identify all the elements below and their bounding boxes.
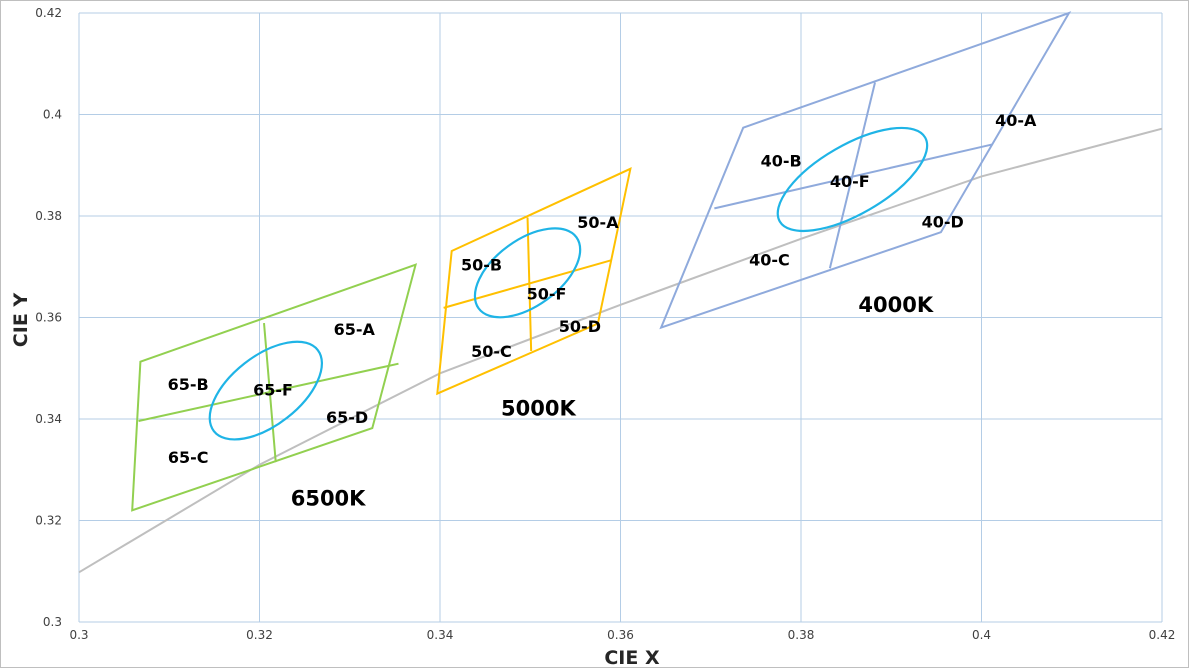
bin-label: 65-A — [334, 320, 376, 339]
bin-label: 40-F — [830, 172, 870, 191]
x-tick-label: 0.34 — [427, 628, 454, 642]
y-tick-label: 0.36 — [35, 311, 62, 325]
axes: 0.3 0.32 0.34 0.36 0.38 0.4 0.42 0.3 0.32 0.34 0.3… — [35, 6, 1175, 642]
bin-label: 50-A — [577, 213, 619, 232]
quadrangle-6500k — [131, 263, 418, 512]
grid-lines — [78, 12, 1163, 623]
x-tick-label: 0.3 — [69, 628, 88, 642]
y-tick-label: 0.4 — [43, 108, 62, 122]
y-tick-label: 0.34 — [35, 412, 62, 426]
x-tick-label: 0.42 — [1149, 628, 1176, 642]
bin-label: 50-C — [471, 342, 512, 361]
planckian-locus-line — [78, 127, 1163, 574]
bin-labels: 65-A 65-B 65-F 65-C 65-D 6500K 50-A 50-B 50-F 50-… — [168, 111, 1037, 511]
bin-label: 65-B — [168, 375, 209, 394]
quadrangle-4000k — [659, 11, 1072, 330]
x-axis-title: CIE X — [604, 647, 660, 668]
y-axis-title: CIE Y — [10, 293, 32, 348]
bin-label: 40-D — [922, 213, 964, 232]
x-tick-label: 0.36 — [607, 628, 634, 642]
bin-label: 50-F — [527, 285, 567, 304]
x-tick-label: 0.38 — [788, 628, 815, 642]
bin-quadrangles — [131, 11, 1072, 512]
bin-label: 65-D — [326, 408, 368, 427]
ellipse-4000k — [776, 126, 929, 233]
cct-label: 6500K — [291, 487, 366, 511]
divider-6500k — [138, 362, 399, 423]
cct-label: 4000K — [858, 293, 933, 317]
bin-label: 65-C — [168, 448, 209, 467]
bin-label: 40-C — [749, 251, 790, 270]
ellipse-5000k — [473, 227, 582, 319]
y-tick-label: 0.3 — [43, 615, 62, 629]
bin-label: 40-B — [761, 152, 802, 171]
y-tick-label: 0.38 — [35, 209, 62, 223]
x-tick-label: 0.32 — [246, 628, 273, 642]
divider-4000k — [714, 143, 993, 210]
planckian-locus — [78, 127, 1163, 574]
bin-label: 50-D — [559, 317, 601, 336]
ellipse-6500k — [208, 340, 324, 441]
divider-5000k — [443, 259, 612, 309]
bin-label: 65-F — [253, 381, 293, 400]
y-tick-label: 0.42 — [35, 6, 62, 20]
x-tick-label: 0.4 — [972, 628, 991, 642]
bin-label: 40-A — [995, 111, 1037, 130]
cct-label: 5000K — [501, 396, 576, 420]
bin-label: 50-B — [461, 256, 502, 275]
divider-4000k — [828, 82, 876, 269]
y-tick-label: 0.32 — [35, 514, 62, 528]
quadrangle-5000k — [436, 167, 632, 396]
